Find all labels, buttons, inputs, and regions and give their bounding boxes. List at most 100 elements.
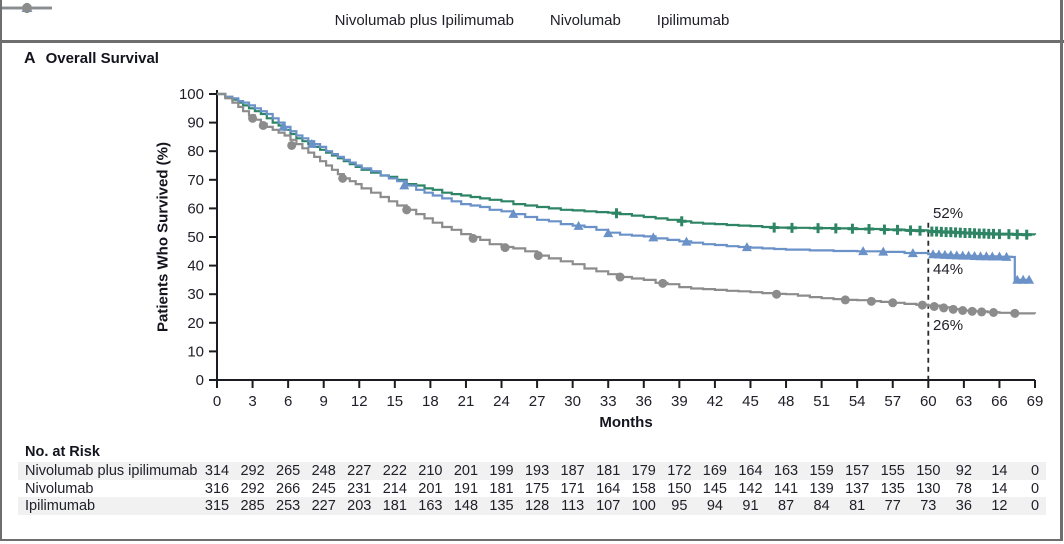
censor-mark-triangle	[681, 236, 692, 246]
censor-mark-plus	[994, 229, 1005, 240]
x-tick-label: 39	[671, 393, 688, 410]
risk-count: 245	[311, 480, 336, 497]
y-tick-label: 50	[187, 229, 204, 246]
risk-count: 163	[773, 463, 799, 479]
risk-count: 150	[667, 480, 692, 497]
y-tick-label: 60	[187, 200, 204, 217]
risk-count: 0	[1030, 480, 1040, 497]
risk-count: 171	[560, 480, 585, 497]
x-tick-label: 21	[458, 393, 475, 410]
risk-row-label: Nivolumab plus ipilimumab	[25, 463, 198, 479]
censor-mark-circle	[615, 272, 625, 282]
x-tick-label: 33	[600, 393, 617, 410]
censor-mark-plus	[786, 222, 797, 233]
censor-mark-circle	[989, 308, 999, 318]
risk-count: 14	[991, 463, 1008, 479]
censor-mark-plus	[879, 224, 890, 235]
legend-circle-marker-icon	[2, 3, 52, 13]
censor-mark-circle	[500, 243, 510, 253]
censor-mark-triangle	[907, 248, 918, 258]
x-tick-label: 63	[956, 393, 973, 410]
censor-mark-circle	[1010, 308, 1020, 318]
y-tick-label: 80	[187, 143, 204, 160]
risk-count: 92	[955, 463, 972, 479]
risk-count: 179	[631, 463, 656, 479]
risk-count: 181	[382, 498, 407, 515]
risk-count: 135	[489, 498, 514, 515]
censor-mark-triangle	[878, 246, 889, 256]
risk-count: 222	[382, 463, 407, 479]
risk-count: 316	[204, 480, 230, 497]
y-tick-label: 90	[187, 115, 204, 132]
censor-mark-circle	[287, 140, 297, 150]
risk-count: 77	[884, 498, 901, 515]
censor-mark-plus	[769, 222, 780, 233]
risk-count: 181	[596, 463, 621, 479]
risk-count: 158	[631, 480, 656, 497]
censor-mark-plus	[1012, 229, 1023, 240]
risk-count: 292	[240, 480, 265, 497]
risk-count: 107	[596, 498, 621, 515]
censor-mark-plus	[676, 216, 687, 227]
risk-count: 210	[418, 463, 443, 479]
risk-count: 175	[524, 480, 550, 497]
risk-count: 253	[276, 498, 301, 515]
risk-count: 135	[880, 480, 905, 497]
censor-mark-triangle	[858, 246, 869, 256]
risk-count: 113	[561, 498, 585, 515]
censor-mark-circle	[468, 233, 478, 243]
risk-count: 203	[347, 498, 372, 515]
x-tick-label: 15	[386, 393, 403, 410]
risk-count: 201	[418, 480, 443, 497]
censor-mark-triangle	[603, 228, 614, 238]
y-tick-label: 40	[187, 258, 204, 275]
risk-count: 141	[773, 480, 799, 497]
risk-count: 95	[671, 498, 688, 515]
risk-count: 12	[991, 498, 1008, 515]
x-tick-label: 60	[920, 393, 937, 410]
censor-mark-circle	[338, 173, 348, 183]
censor-mark-triangle	[648, 232, 659, 242]
y-tick-label: 100	[179, 86, 204, 103]
censor-mark-triangle	[573, 220, 584, 230]
censor-mark-triangle	[994, 251, 1005, 261]
risk-count: 100	[631, 498, 656, 515]
censor-mark-plus	[830, 223, 841, 234]
censor-mark-circle	[958, 306, 968, 316]
risk-count: 227	[347, 463, 372, 479]
legend-divider-line	[0, 40, 1064, 43]
x-tick-label: 45	[742, 393, 759, 410]
censor-mark-circle	[967, 306, 977, 316]
risk-count: 214	[382, 480, 407, 497]
censor-mark-plus	[847, 223, 858, 234]
x-tick-label: 30	[564, 393, 581, 410]
censor-mark-circle	[939, 303, 949, 313]
y-tick-label: 10	[187, 343, 204, 360]
censor-mark-circle	[658, 278, 668, 288]
risk-count: 169	[702, 463, 727, 479]
risk-count: 139	[809, 480, 834, 497]
risk-count: 227	[311, 498, 336, 515]
risk-count: 292	[240, 463, 265, 479]
series-line-ipilimumab	[217, 92, 1037, 315]
censor-mark-plus	[905, 225, 916, 236]
censor-mark-plus	[892, 224, 903, 235]
censor-mark-circle	[772, 289, 782, 299]
x-tick-label: 27	[529, 393, 546, 410]
censor-mark-plus	[864, 223, 875, 234]
x-tick-label: 24	[493, 393, 510, 410]
risk-count: 266	[276, 480, 301, 497]
risk-count: 81	[849, 498, 866, 515]
censor-mark-circle	[888, 298, 898, 308]
x-tick-label: 66	[991, 393, 1008, 410]
risk-count: 201	[453, 463, 479, 479]
risk-table-header: No. at Risk	[25, 444, 100, 460]
risk-row-label: Ipilimumab	[25, 498, 96, 515]
censor-mark-circle	[929, 301, 939, 311]
risk-count: 0	[1030, 498, 1040, 515]
censor-mark-triangle	[306, 138, 317, 148]
censor-mark-circle	[948, 304, 958, 314]
risk-count: 128	[524, 498, 550, 515]
legend-label: Nivolumab plus Ipilimumab	[334, 11, 514, 29]
